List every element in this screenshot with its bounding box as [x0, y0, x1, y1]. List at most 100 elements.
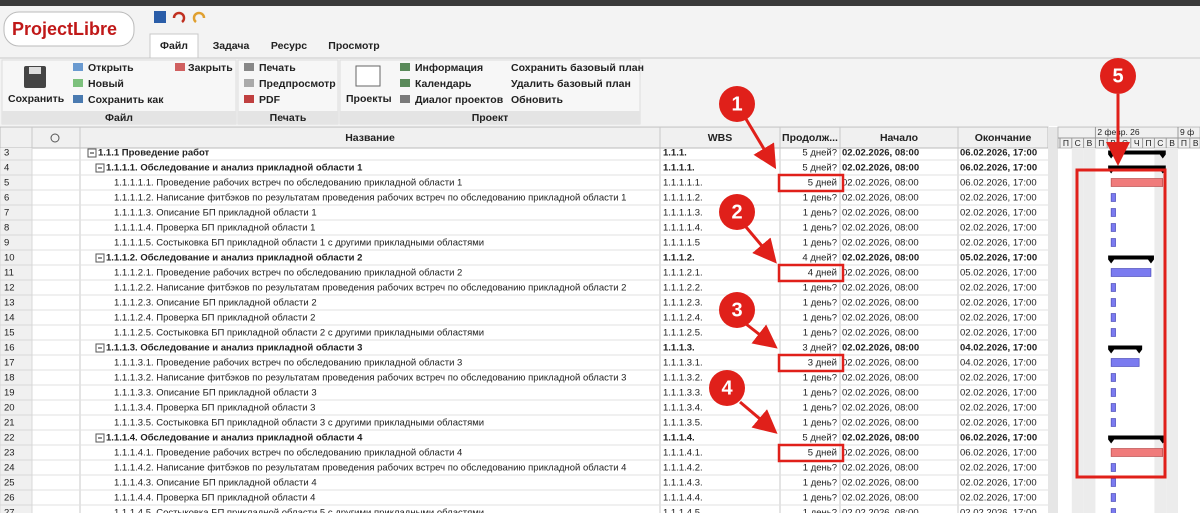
row-number: 5: [4, 178, 9, 189]
marker-label: 2: [731, 201, 742, 223]
task-name: 1.1.1.4.5. Состыковка БП прикладной обла…: [114, 508, 484, 513]
btn-calendar[interactable]: Календарь: [415, 78, 472, 90]
icon: [244, 63, 254, 71]
task-name: 1.1.1.1.3. Описание БП прикладной област…: [114, 208, 317, 219]
task-duration: 5 дней?: [802, 148, 837, 159]
task-finish: 06.02.2026, 17:00: [960, 163, 1037, 174]
task-name: 1.1.1.1.1. Проведение рабочих встреч по …: [114, 178, 462, 189]
task-duration: 1 день?: [803, 328, 837, 339]
day-label: В: [1193, 138, 1199, 148]
qa-save[interactable]: [154, 11, 166, 23]
task-name: 1.1.1.1.4. Проверка БП прикладной област…: [114, 223, 315, 234]
task-wbs: 1.1.1.2.3.: [663, 298, 703, 309]
weekend-shade: [1083, 148, 1096, 513]
task-bar: [1110, 403, 1116, 412]
btn-info[interactable]: Информация: [415, 62, 483, 74]
marker-circle: [1100, 58, 1136, 94]
column-header: Окончание: [975, 132, 1032, 144]
tab[interactable]: Просмотр: [328, 40, 379, 52]
task-duration: 5 дней?: [802, 433, 837, 444]
save-icon-part: [29, 67, 41, 74]
row-number: 8: [4, 223, 9, 234]
splitter[interactable]: [1048, 127, 1058, 513]
btn-projects[interactable]: Проекты: [346, 93, 392, 105]
btn-delete-baseline[interactable]: Удалить базовый план: [511, 78, 631, 90]
marker-label: 4: [721, 377, 733, 399]
tab[interactable]: Задача: [213, 40, 250, 52]
task-bar: [1110, 283, 1116, 292]
group-label-bg: [340, 111, 640, 124]
task-finish: 02.02.2026, 17:00: [960, 328, 1037, 339]
task-wbs: 1.1.1.4.5.: [663, 508, 703, 513]
group-label-bg: [238, 111, 338, 124]
btn-preview[interactable]: Предпросмотр: [259, 78, 336, 90]
row-number: 6: [4, 193, 9, 204]
task-finish: 02.02.2026, 17:00: [960, 478, 1037, 489]
task-name: 1.1.1.2.4. Проверка БП прикладной област…: [114, 313, 315, 324]
task-start: 02.02.2026, 08:00: [842, 493, 919, 504]
task-duration: 4 дней?: [802, 253, 837, 264]
task-wbs: 1.1.1.4.3.: [663, 478, 703, 489]
task-duration: 1 день?: [803, 283, 837, 294]
task-bar: [1110, 328, 1116, 337]
task-finish: 02.02.2026, 17:00: [960, 388, 1037, 399]
task-finish: 02.02.2026, 17:00: [960, 403, 1037, 414]
task-start: 02.02.2026, 08:00: [842, 298, 919, 309]
task-finish: 06.02.2026, 17:00: [960, 433, 1037, 444]
task-duration: 1 день?: [803, 313, 837, 324]
task-name: 1.1.1.1.2. Написание фитбэков по результ…: [114, 193, 626, 204]
row-number: 19: [4, 388, 15, 399]
qa-undo[interactable]: [172, 11, 186, 23]
btn-print[interactable]: Печать: [259, 62, 296, 74]
icon: [400, 95, 410, 103]
task-bar: [1110, 418, 1116, 427]
task-duration: 1 день?: [803, 373, 837, 384]
btn-update[interactable]: Обновить: [511, 94, 563, 106]
tab[interactable]: Ресурс: [271, 40, 307, 52]
task-finish: 04.02.2026, 17:00: [960, 343, 1037, 354]
tab[interactable]: Файл: [160, 40, 188, 52]
group-label: Проект: [472, 112, 509, 124]
btn-save-as[interactable]: Сохранить как: [88, 94, 164, 106]
btn-close[interactable]: Закрыть: [188, 62, 233, 74]
btn-new[interactable]: Новый: [88, 78, 124, 90]
row-number: 9: [4, 238, 9, 249]
task-wbs: 1.1.1.1.3.: [663, 208, 703, 219]
quick-access[interactable]: [154, 11, 206, 23]
marker-circle: [709, 370, 745, 406]
task-wbs: 1.1.1.1.: [663, 163, 695, 174]
highlight-box: [777, 353, 845, 373]
row-number: 20: [4, 403, 15, 414]
row-number: 13: [4, 298, 15, 309]
task-name: 1.1.1.2.5. Состыковка БП прикладной обла…: [114, 328, 484, 339]
btn-open[interactable]: Открыть: [88, 62, 134, 74]
btn-save[interactable]: Сохранить: [8, 93, 65, 105]
task-finish: 02.02.2026, 17:00: [960, 313, 1037, 324]
task-name: 1.1.1.2.3. Описание БП прикладной област…: [114, 298, 317, 309]
qa-redo[interactable]: [192, 11, 206, 23]
btn-dialog[interactable]: Диалог проектов: [415, 94, 504, 106]
row-number: 21: [4, 418, 15, 429]
group-label-bg: [2, 111, 236, 124]
task-duration: 1 день?: [803, 403, 837, 414]
btn-pdf[interactable]: PDF: [259, 94, 281, 106]
row-number: 25: [4, 478, 15, 489]
summary-bar: [1108, 255, 1154, 264]
column-header: Начало: [880, 132, 918, 144]
task-bar: [1110, 313, 1116, 322]
marker-circle: [719, 86, 755, 122]
task-finish: 02.02.2026, 17:00: [960, 418, 1037, 429]
group-label: Файл: [105, 112, 133, 124]
task-duration: 3 дней: [808, 358, 837, 369]
task-finish: 02.02.2026, 17:00: [960, 238, 1037, 249]
task-duration: 1 день?: [803, 193, 837, 204]
projects-icon[interactable]: [355, 65, 381, 87]
btn-save-baseline[interactable]: Сохранить базовый план: [511, 62, 644, 74]
task-duration: 5 дней: [808, 448, 837, 459]
task-duration: 1 день?: [803, 418, 837, 429]
icon: [400, 63, 410, 71]
task-name: 1.1.1.3.2. Написание фитбэков по результ…: [114, 373, 626, 384]
marker-label: 5: [1112, 65, 1123, 87]
task-finish: 05.02.2026, 17:00: [960, 253, 1037, 264]
task-bar: [1110, 463, 1116, 472]
